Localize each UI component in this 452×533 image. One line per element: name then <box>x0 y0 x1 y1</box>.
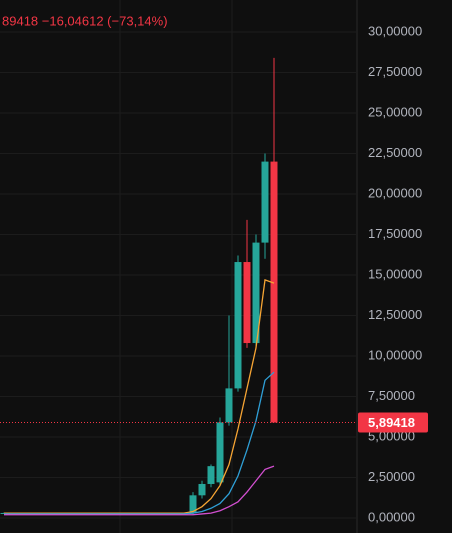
moving-average <box>4 465 275 516</box>
y-tick-label: 0,00000 <box>368 509 415 524</box>
candle-body <box>243 262 251 344</box>
y-tick-label: 27,50000 <box>368 64 422 79</box>
y-tick-label: 10,00000 <box>368 347 422 362</box>
moving-average <box>4 278 275 514</box>
candle-body <box>270 161 278 423</box>
y-tick-label: 20,00000 <box>368 185 422 200</box>
header-text: 89418 −16,04612 (−73,14%) <box>2 13 168 28</box>
candle-body <box>198 483 206 496</box>
candle-body <box>189 495 197 514</box>
y-tick-label: 22,50000 <box>368 145 422 160</box>
last-price-label: 5,89418 <box>368 415 415 430</box>
candle-body <box>216 422 224 483</box>
y-tick-label: 30,00000 <box>368 23 422 38</box>
candle-body <box>252 242 260 344</box>
candle-body <box>225 388 233 423</box>
last-price-box <box>358 412 428 433</box>
y-tick-label: 15,00000 <box>368 266 422 281</box>
candle-body <box>207 466 215 484</box>
candle-body <box>234 262 242 389</box>
y-tick-label: 12,50000 <box>368 307 422 322</box>
candle-body <box>261 161 269 243</box>
y-tick-label: 2,50000 <box>368 469 415 484</box>
y-tick-label: 7,50000 <box>368 388 415 403</box>
y-tick-label: 17,50000 <box>368 226 422 241</box>
y-tick-label: 25,00000 <box>368 104 422 119</box>
moving-average <box>4 371 275 515</box>
